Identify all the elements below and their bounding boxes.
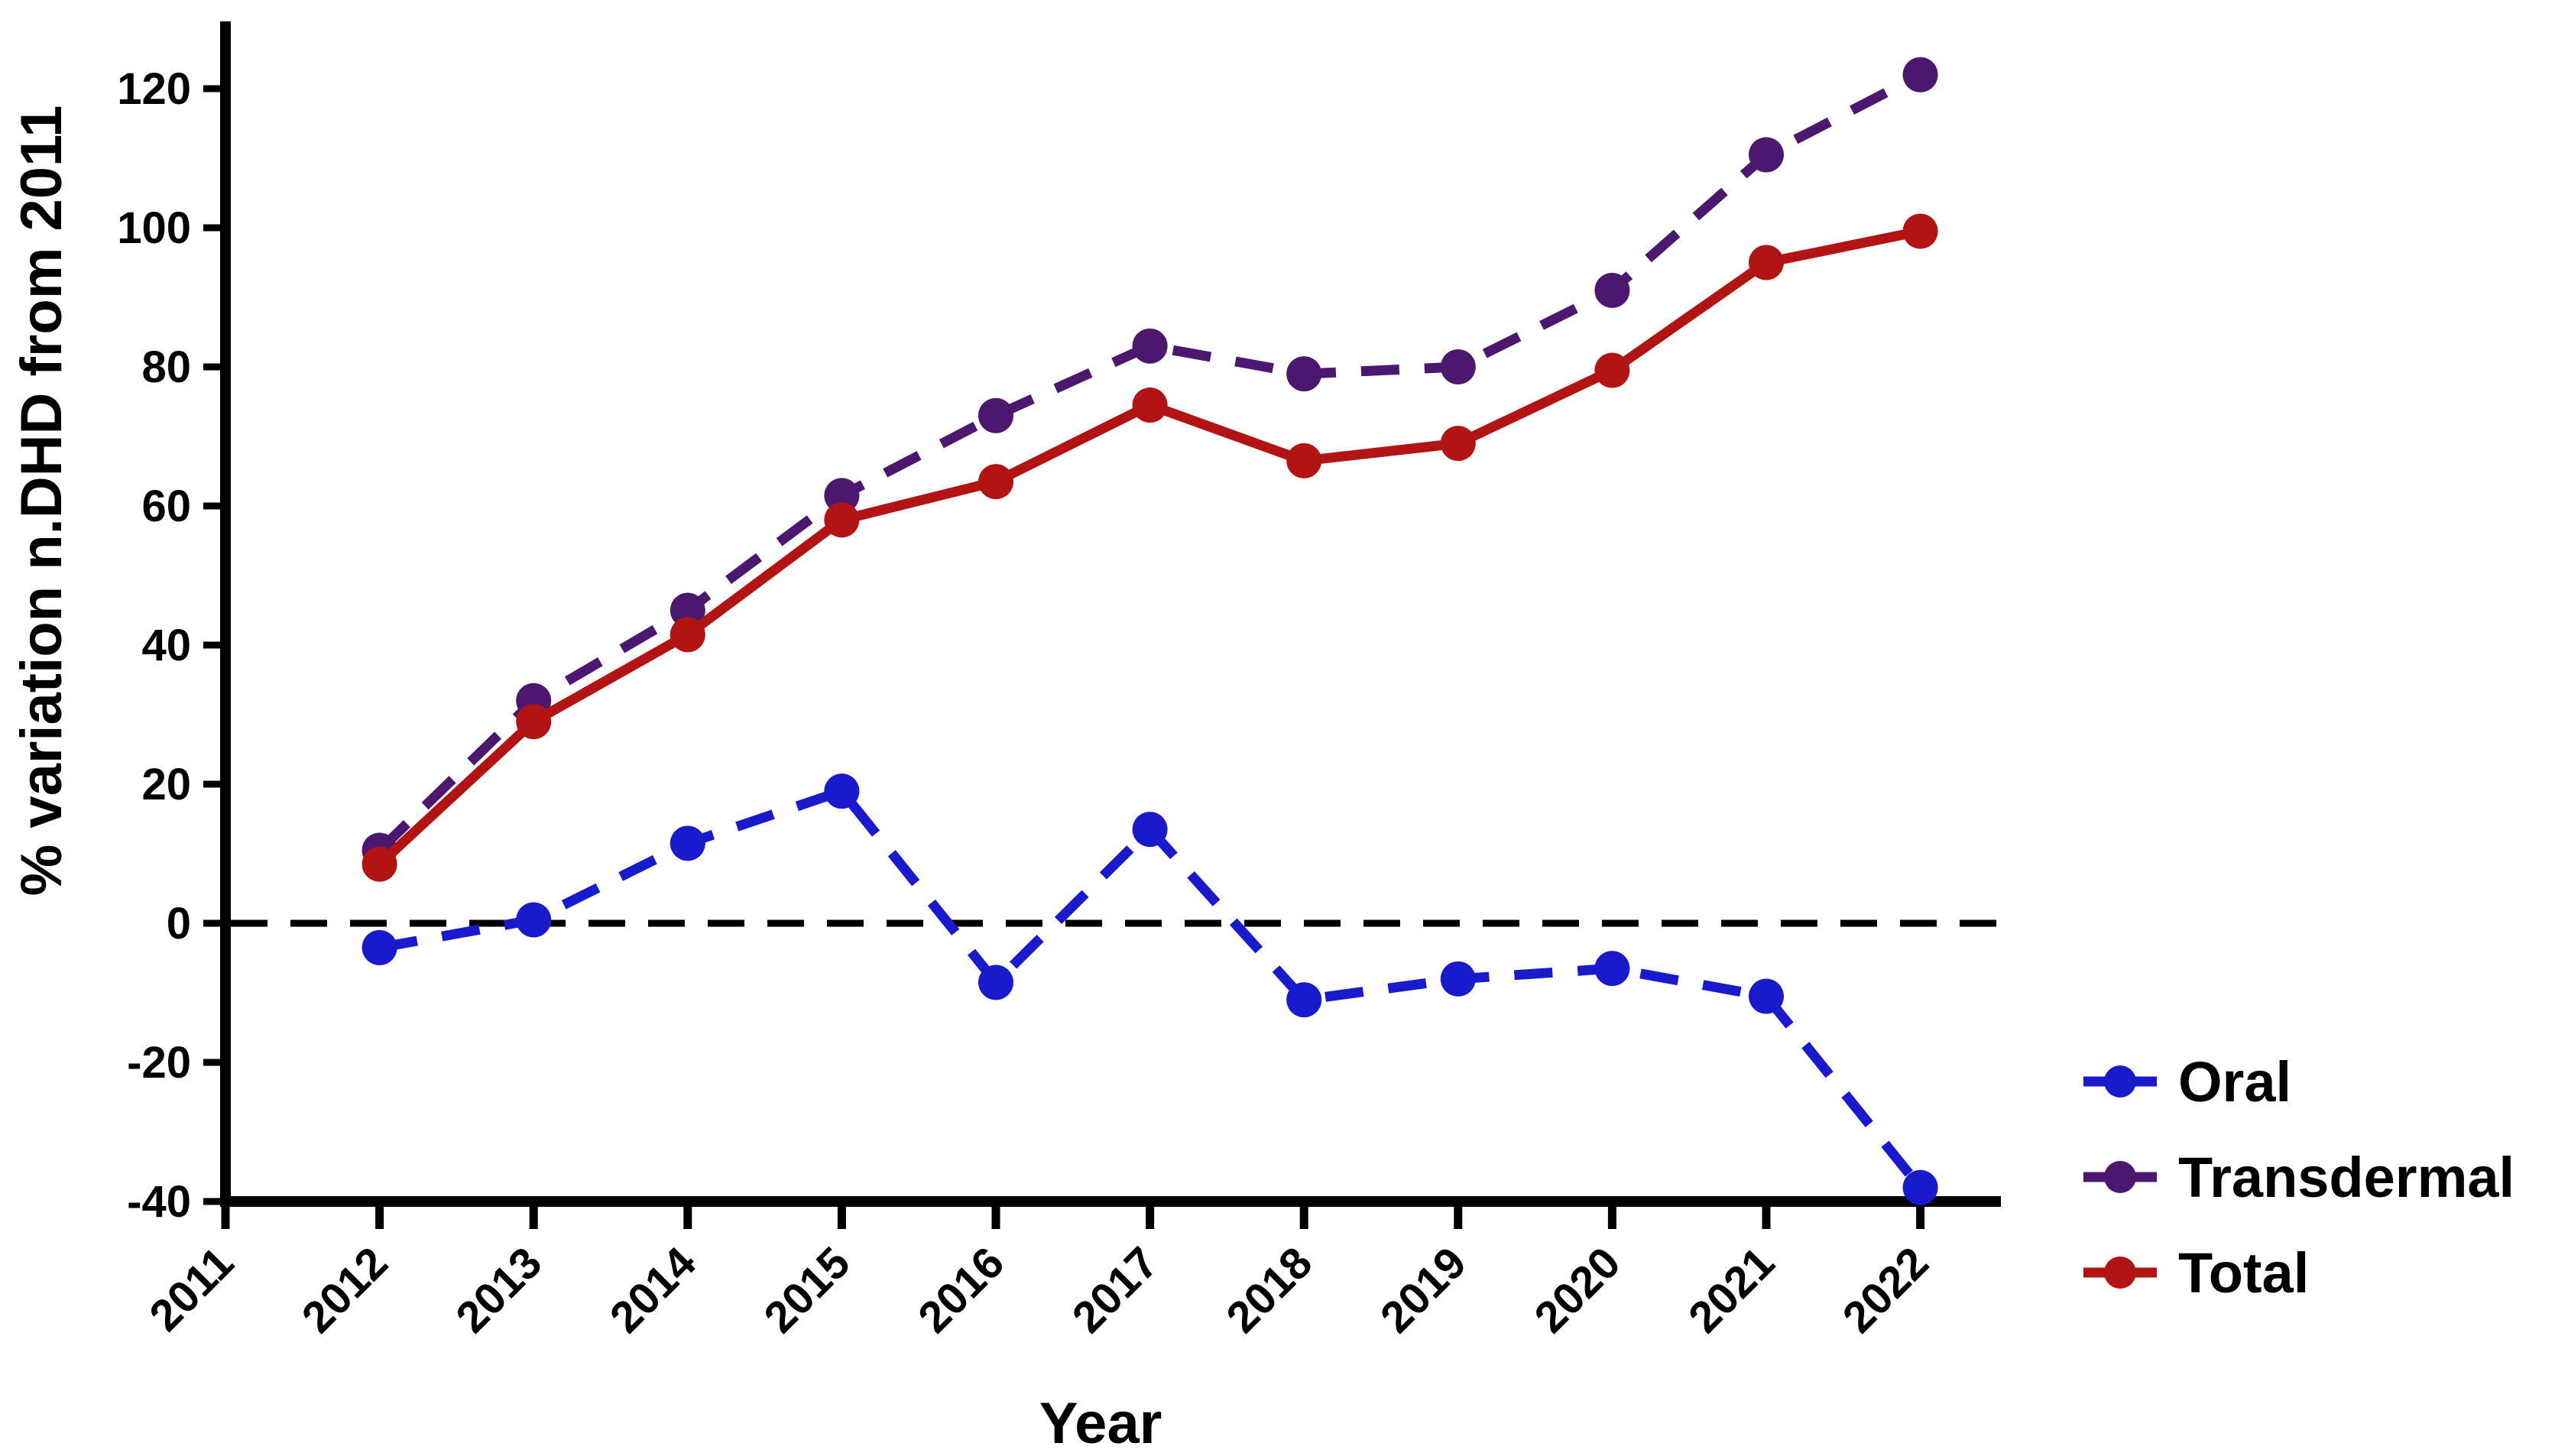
x-tick-label-2015: 2015 <box>754 1237 859 1342</box>
data-point-oral-2018 <box>1286 982 1322 1018</box>
data-point-transdermal-2021 <box>1749 137 1784 173</box>
x-tick-label-2016: 2016 <box>909 1237 1013 1342</box>
legend-label-transdermal: Transdermal <box>2178 1146 2514 1209</box>
data-point-total-2017 <box>1132 388 1168 423</box>
x-tick-label-2022: 2022 <box>1834 1237 1938 1342</box>
legend-label-oral: Oral <box>2178 1050 2291 1114</box>
data-point-transdermal-2015 <box>824 478 860 514</box>
y-tick-label-80: 80 <box>141 342 191 392</box>
legend-item-transdermal: Transdermal <box>2083 1146 2514 1209</box>
x-tick-label-2021: 2021 <box>1679 1237 1784 1342</box>
legend-marker-oral <box>2104 1065 2136 1098</box>
data-point-transdermal-2014 <box>670 592 705 628</box>
y-tick-label--20: -20 <box>127 1038 191 1088</box>
data-point-oral-2020 <box>1594 951 1630 987</box>
x-tick-label-2014: 2014 <box>601 1237 705 1342</box>
data-point-total-2020 <box>1594 352 1630 388</box>
data-point-transdermal-2017 <box>1132 328 1168 364</box>
series-line-total <box>376 226 1921 868</box>
y-tick-label-60: 60 <box>141 482 191 531</box>
data-point-total-2019 <box>1440 426 1476 462</box>
data-point-oral-2013 <box>516 902 552 938</box>
legend-item-oral: Oral <box>2083 1050 2291 1114</box>
y-tick-label-100: 100 <box>117 203 191 253</box>
data-point-total-2022 <box>1902 213 1938 249</box>
ticks-layer: -40 -20 0 20 40 60 80 100 120 2011 2012 2013 2014 201… <box>117 64 1938 1342</box>
series-layer <box>362 57 1938 1205</box>
data-point-oral-2019 <box>1440 961 1476 997</box>
data-point-transdermal-2016 <box>978 397 1013 433</box>
y-axis-title: % variation n.DHD from 2011 <box>9 105 74 897</box>
data-point-total-2012 <box>362 846 397 882</box>
series-line-oral <box>378 786 1924 1191</box>
axes <box>220 21 2001 1207</box>
data-point-oral-2017 <box>1132 812 1168 848</box>
data-point-oral-2021 <box>1749 978 1784 1014</box>
data-point-oral-2015 <box>824 773 860 809</box>
data-point-total-2018 <box>1286 443 1322 478</box>
data-point-total-2015 <box>824 502 860 538</box>
x-tick-label-2012: 2012 <box>293 1237 397 1342</box>
x-tick-label-2019: 2019 <box>1371 1237 1476 1342</box>
series-line-transdermal <box>376 70 1923 854</box>
data-point-oral-2016 <box>978 965 1013 1000</box>
x-tick-label-2017: 2017 <box>1063 1237 1168 1342</box>
y-tick-label--40: -40 <box>127 1177 191 1227</box>
legend-marker-transdermal <box>2104 1161 2136 1193</box>
data-point-total-2014 <box>670 617 705 653</box>
legend-label-total: Total <box>2178 1241 2309 1305</box>
x-tick-label-2011: 2011 <box>140 1237 243 1341</box>
y-tick-label-20: 20 <box>141 760 191 809</box>
data-point-transdermal-2020 <box>1594 272 1630 308</box>
data-point-total-2013 <box>516 704 552 740</box>
x-axis-title: Year <box>1039 1391 1162 1456</box>
legend-item-total: Total <box>2083 1241 2309 1305</box>
y-tick-label-40: 40 <box>141 621 191 670</box>
data-point-oral-2012 <box>362 929 397 965</box>
x-tick-label-2018: 2018 <box>1217 1237 1321 1342</box>
legend-marker-total <box>2104 1257 2136 1289</box>
data-point-transdermal-2022 <box>1902 57 1938 92</box>
data-point-total-2016 <box>978 464 1013 500</box>
data-point-oral-2022 <box>1902 1169 1938 1205</box>
data-point-transdermal-2019 <box>1440 349 1476 384</box>
legend: Oral Transdermal Total <box>2083 1050 2514 1305</box>
y-tick-label-0: 0 <box>167 899 191 949</box>
data-point-oral-2014 <box>670 825 705 861</box>
data-point-transdermal-2018 <box>1286 356 1322 392</box>
data-point-total-2021 <box>1749 245 1784 280</box>
x-tick-label-2020: 2020 <box>1525 1237 1629 1342</box>
x-tick-label-2013: 2013 <box>446 1237 551 1342</box>
y-tick-label-120: 120 <box>117 64 191 114</box>
